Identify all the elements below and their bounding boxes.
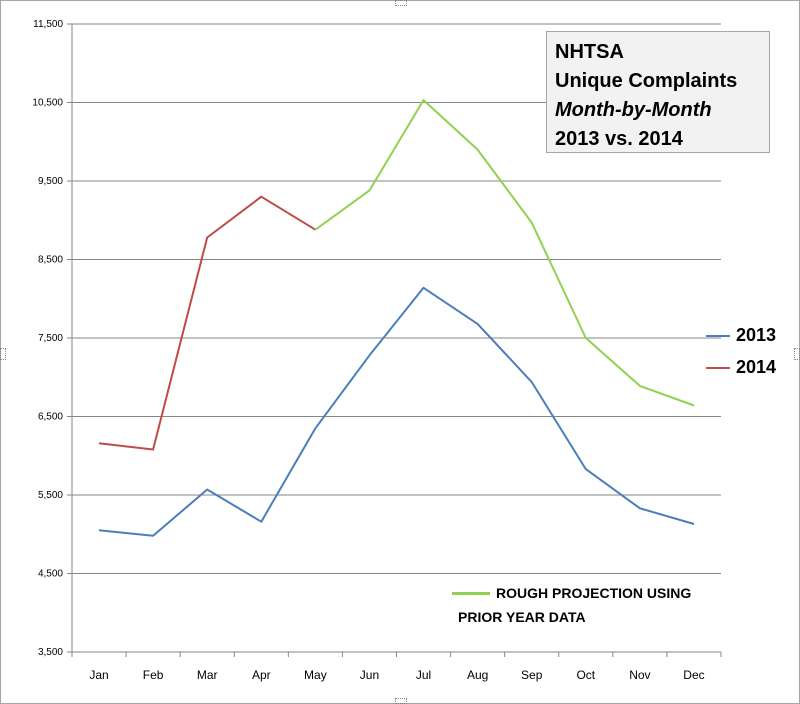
- ytick-label: 5,500: [38, 490, 63, 501]
- xtick-label: Mar: [197, 668, 218, 682]
- series-line-2013[interactable]: [98, 286, 695, 537]
- xtick-label: Jan: [89, 668, 108, 682]
- chart-title-line-2: Unique Complaints: [555, 70, 738, 92]
- chart-title-line-3: Month-by-Month: [555, 99, 712, 121]
- ytick-label: 10,500: [32, 98, 63, 109]
- legend-label-2014: 2014: [736, 357, 777, 377]
- ytick-label: 9,500: [38, 176, 63, 187]
- xtick-label: Jun: [360, 668, 379, 682]
- series-line-projection[interactable]: [314, 99, 695, 407]
- legend-swatch-2014: [706, 366, 730, 369]
- xtick-label: May: [304, 668, 327, 682]
- ytick-label: 8,500: [38, 255, 63, 266]
- xtick-label: Feb: [143, 668, 164, 682]
- projection-legend-line: [452, 592, 490, 595]
- chart-title-line-4: 2013 vs. 2014: [555, 128, 683, 150]
- ytick-label: 3,500: [38, 647, 63, 658]
- xtick-label: Nov: [629, 668, 650, 682]
- legend-swatch-2013: [706, 334, 730, 337]
- series-line-2014[interactable]: [98, 195, 316, 451]
- projection-note-line-1: ROUGH PROJECTION USING: [496, 585, 692, 601]
- xtick-label: Sep: [521, 668, 543, 682]
- legend-label-2013: 2013: [736, 325, 777, 345]
- chart-title-box[interactable]: NHTSA Unique Complaints Month-by-Month 2…: [546, 31, 770, 153]
- xtick-label: Oct: [576, 668, 595, 682]
- ytick-label: 7,500: [38, 333, 63, 344]
- chart-title-line-1: NHTSA: [555, 41, 624, 63]
- xtick-label: Aug: [467, 668, 488, 682]
- ytick-label: 11,500: [33, 19, 63, 30]
- ytick-label: 6,500: [38, 412, 63, 423]
- legend-entry-2013[interactable]: 2013: [706, 325, 776, 346]
- resize-handle-top[interactable]: [395, 0, 407, 6]
- xtick-label: Apr: [252, 668, 271, 682]
- xtick-label: Jul: [416, 668, 431, 682]
- projection-note-line-2: PRIOR YEAR DATA: [458, 609, 586, 625]
- ytick-label: 4,500: [38, 569, 63, 580]
- legend-entry-2014[interactable]: 2014: [706, 357, 776, 378]
- resize-handle-left[interactable]: [0, 348, 6, 360]
- xtick-label: Dec: [683, 668, 704, 682]
